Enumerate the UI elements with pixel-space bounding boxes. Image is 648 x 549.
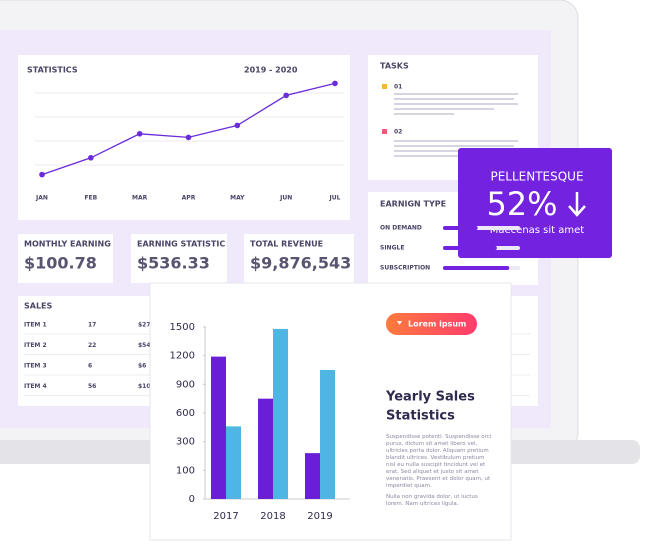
down-arrow bbox=[568, 192, 586, 217]
button-label[interactable]: Lorem ipsum bbox=[408, 320, 466, 329]
progress-bar bbox=[443, 246, 497, 250]
item-count: 22 bbox=[88, 342, 96, 349]
y-tick-label: 0 bbox=[189, 494, 195, 505]
button[interactable] bbox=[386, 313, 477, 335]
panel-title: EARNIGN TYPE bbox=[380, 200, 446, 209]
paragraph: Nulla non gravida dolor, ut luctus lorem… bbox=[386, 494, 478, 507]
earning-label: ON DEMAND bbox=[380, 225, 422, 232]
card-label: EARNING STATISTIC bbox=[137, 240, 225, 249]
bar bbox=[320, 370, 335, 499]
bar bbox=[258, 398, 273, 499]
bar bbox=[305, 453, 320, 499]
y-tick-label: 1500 bbox=[170, 322, 195, 333]
x-tick-label: JUN bbox=[279, 195, 292, 202]
progress-bar bbox=[443, 226, 478, 230]
task-number: 02 bbox=[394, 129, 402, 136]
x-tick-label: JUL bbox=[329, 195, 341, 202]
panel-title: STATISTICS bbox=[27, 66, 78, 75]
panel-title: TASKS bbox=[380, 62, 409, 71]
earning-label: SINGLE bbox=[380, 245, 404, 252]
x-tick-label: 2019 bbox=[307, 511, 332, 522]
point bbox=[234, 122, 241, 129]
task-text bbox=[394, 93, 518, 157]
earning-label: SUBSCRIPTION bbox=[380, 265, 430, 272]
x-tick-label: MAY bbox=[230, 195, 245, 202]
stat-card bbox=[18, 234, 113, 283]
item-name: ITEM 4 bbox=[24, 383, 47, 390]
item-price: $54 bbox=[138, 342, 151, 349]
heading: Yearly Sales bbox=[385, 390, 475, 405]
y-tick-label: 600 bbox=[176, 408, 195, 419]
x-tick-label: FEB bbox=[84, 195, 97, 202]
stat-card bbox=[131, 234, 227, 283]
task-icon bbox=[382, 84, 387, 89]
period: 2019 - 2020 bbox=[244, 66, 298, 75]
promo-box bbox=[458, 148, 612, 258]
task-icon bbox=[382, 129, 387, 134]
item-name: ITEM 3 bbox=[24, 363, 47, 370]
point bbox=[332, 80, 338, 87]
point bbox=[136, 131, 143, 137]
bar bbox=[211, 356, 226, 499]
item-name: ITEM 1 bbox=[24, 322, 47, 329]
x-tick-label: MAR bbox=[132, 195, 148, 202]
item-count: 17 bbox=[88, 322, 96, 329]
item-name: ITEM 2 bbox=[24, 342, 47, 349]
panel-title: SALES bbox=[24, 302, 53, 311]
promo-title: PELLENTESQUE bbox=[490, 170, 583, 184]
point bbox=[39, 171, 45, 178]
card-value: $100.78 bbox=[24, 254, 97, 273]
promo-caption: Maecenas sit amet bbox=[490, 225, 585, 236]
y-tick-label: 900 bbox=[176, 379, 195, 390]
bar bbox=[226, 426, 241, 499]
x-tick-label: 2017 bbox=[213, 511, 238, 522]
caret bbox=[397, 321, 402, 325]
item-count: 6 bbox=[88, 363, 92, 370]
bar bbox=[273, 328, 288, 499]
y-tick-label: 300 bbox=[176, 437, 195, 448]
item-price: $27 bbox=[138, 322, 151, 329]
promo-value: 52% bbox=[486, 185, 557, 223]
progress-bar bbox=[443, 266, 510, 270]
card-value: $9,876,543 bbox=[250, 254, 351, 273]
x-tick-label: APR bbox=[182, 195, 196, 202]
y-tick-label: 100 bbox=[176, 465, 195, 476]
point bbox=[185, 134, 192, 141]
y-tick-label: 1200 bbox=[170, 351, 195, 362]
paragraph: Suspendisse potenti. Suspendisse orci pu… bbox=[386, 434, 492, 489]
card-label: MONTHLY EARNING bbox=[24, 240, 111, 249]
x-tick-label: JAN bbox=[35, 195, 48, 202]
item-count: 56 bbox=[88, 383, 96, 390]
card-label: TOTAL REVENUE bbox=[250, 240, 323, 249]
point bbox=[88, 155, 94, 161]
task-number: 01 bbox=[394, 84, 402, 91]
item-price: $10 bbox=[138, 383, 151, 390]
heading: Statistics bbox=[386, 409, 455, 424]
point bbox=[283, 92, 289, 99]
card-value: $536.33 bbox=[137, 254, 210, 273]
item-price: $6 bbox=[138, 363, 146, 370]
x-tick-label: 2018 bbox=[260, 511, 285, 522]
stat-card bbox=[244, 234, 354, 283]
